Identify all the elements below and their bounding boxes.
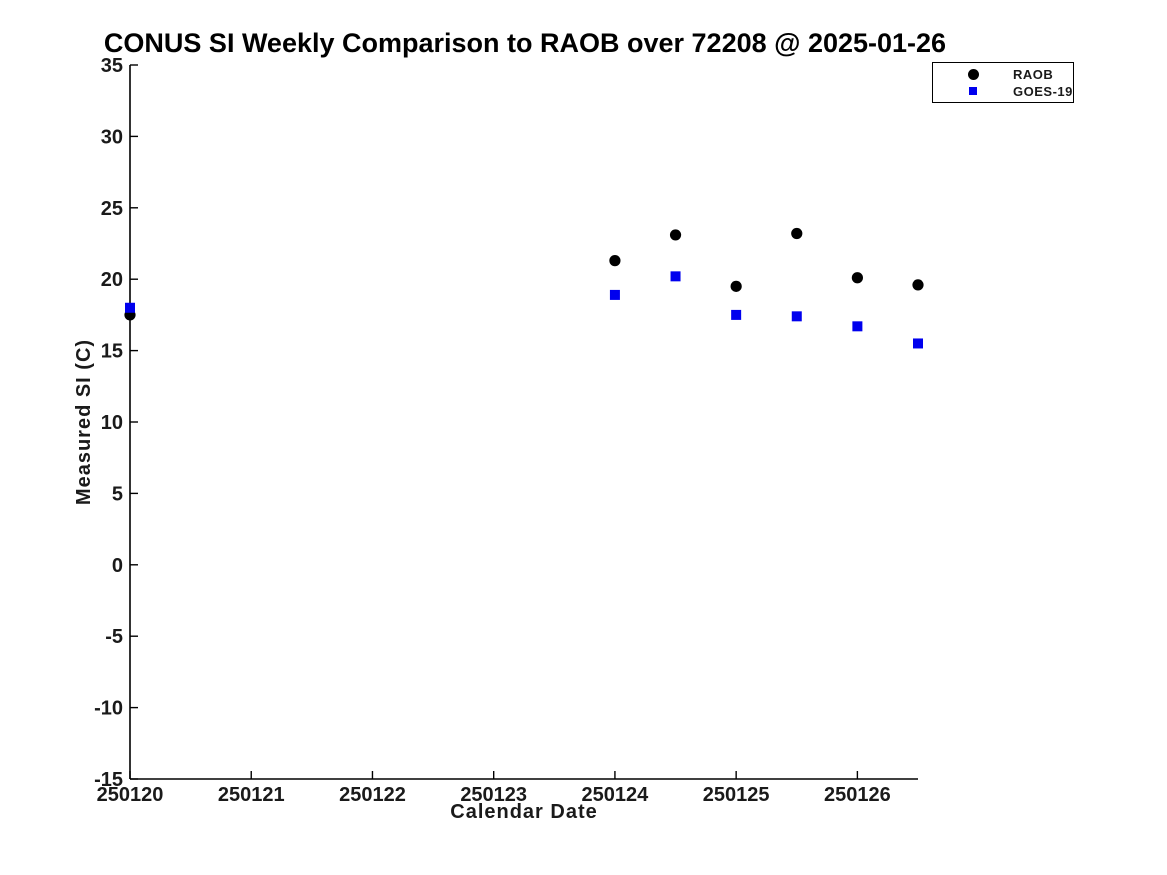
y-tick-label: 10 (101, 412, 123, 434)
data-point-raob (851, 272, 863, 284)
legend: RAOB GOES-19 (932, 62, 1074, 103)
data-point-goes-19 (731, 309, 742, 320)
x-tick-label: 250125 (703, 784, 770, 806)
data-point-goes-19 (609, 289, 620, 300)
x-tick-label: 250122 (339, 784, 406, 806)
raob-circle-marker-icon (967, 68, 979, 80)
x-tick-label: 250121 (218, 784, 285, 806)
y-tick-label: 5 (112, 483, 123, 505)
plot-layer: -15 -10 -5 0 5 10 15 20 25 30 35 250120 250121 250122… (94, 55, 924, 806)
y-tick-label: 25 (101, 198, 123, 220)
data-point-raob (730, 280, 742, 292)
y-tick-label: -5 (105, 626, 123, 648)
data-point-goes-19 (125, 302, 135, 313)
legend-marker-cell (933, 87, 1013, 95)
data-point-raob (609, 255, 621, 267)
data-point-raob (791, 227, 803, 240)
x-tick-label: 250120 (97, 784, 164, 806)
legend-item-raob: RAOB (933, 66, 1073, 83)
data-point-goes-19 (791, 311, 802, 322)
goes19-square-marker-icon (969, 87, 977, 95)
x-axis-label: Calendar Date (450, 801, 598, 823)
x-tick-label: 250124 (582, 784, 650, 806)
y-tick-label: 35 (101, 55, 123, 77)
x-tick-label: 250123 (460, 784, 527, 806)
y-axis-label: Measured SI (C) (73, 339, 95, 505)
data-point-raob (669, 229, 682, 241)
data-point-goes-19 (852, 321, 863, 332)
y-tick-label: 15 (101, 341, 123, 363)
y-tick-label: 0 (112, 555, 123, 577)
data-point-raob (912, 279, 924, 291)
y-tick-label: -10 (94, 698, 123, 720)
chart-title: CONUS SI Weekly Comparison to RAOB over … (103, 28, 947, 58)
data-point-goes-19 (670, 271, 681, 282)
y-tick-label: -15 (94, 769, 123, 791)
legend-marker-cell (933, 68, 1013, 80)
legend-item-goes19: GOES-19 (933, 83, 1073, 100)
data-point-goes-19 (913, 338, 923, 349)
y-tick-label: 30 (101, 126, 123, 148)
x-tick-label: 250126 (824, 784, 891, 806)
legend-label-raob: RAOB (1013, 66, 1054, 82)
legend-label-goes19: GOES-19 (1013, 83, 1073, 99)
y-tick-label: 20 (101, 269, 123, 291)
